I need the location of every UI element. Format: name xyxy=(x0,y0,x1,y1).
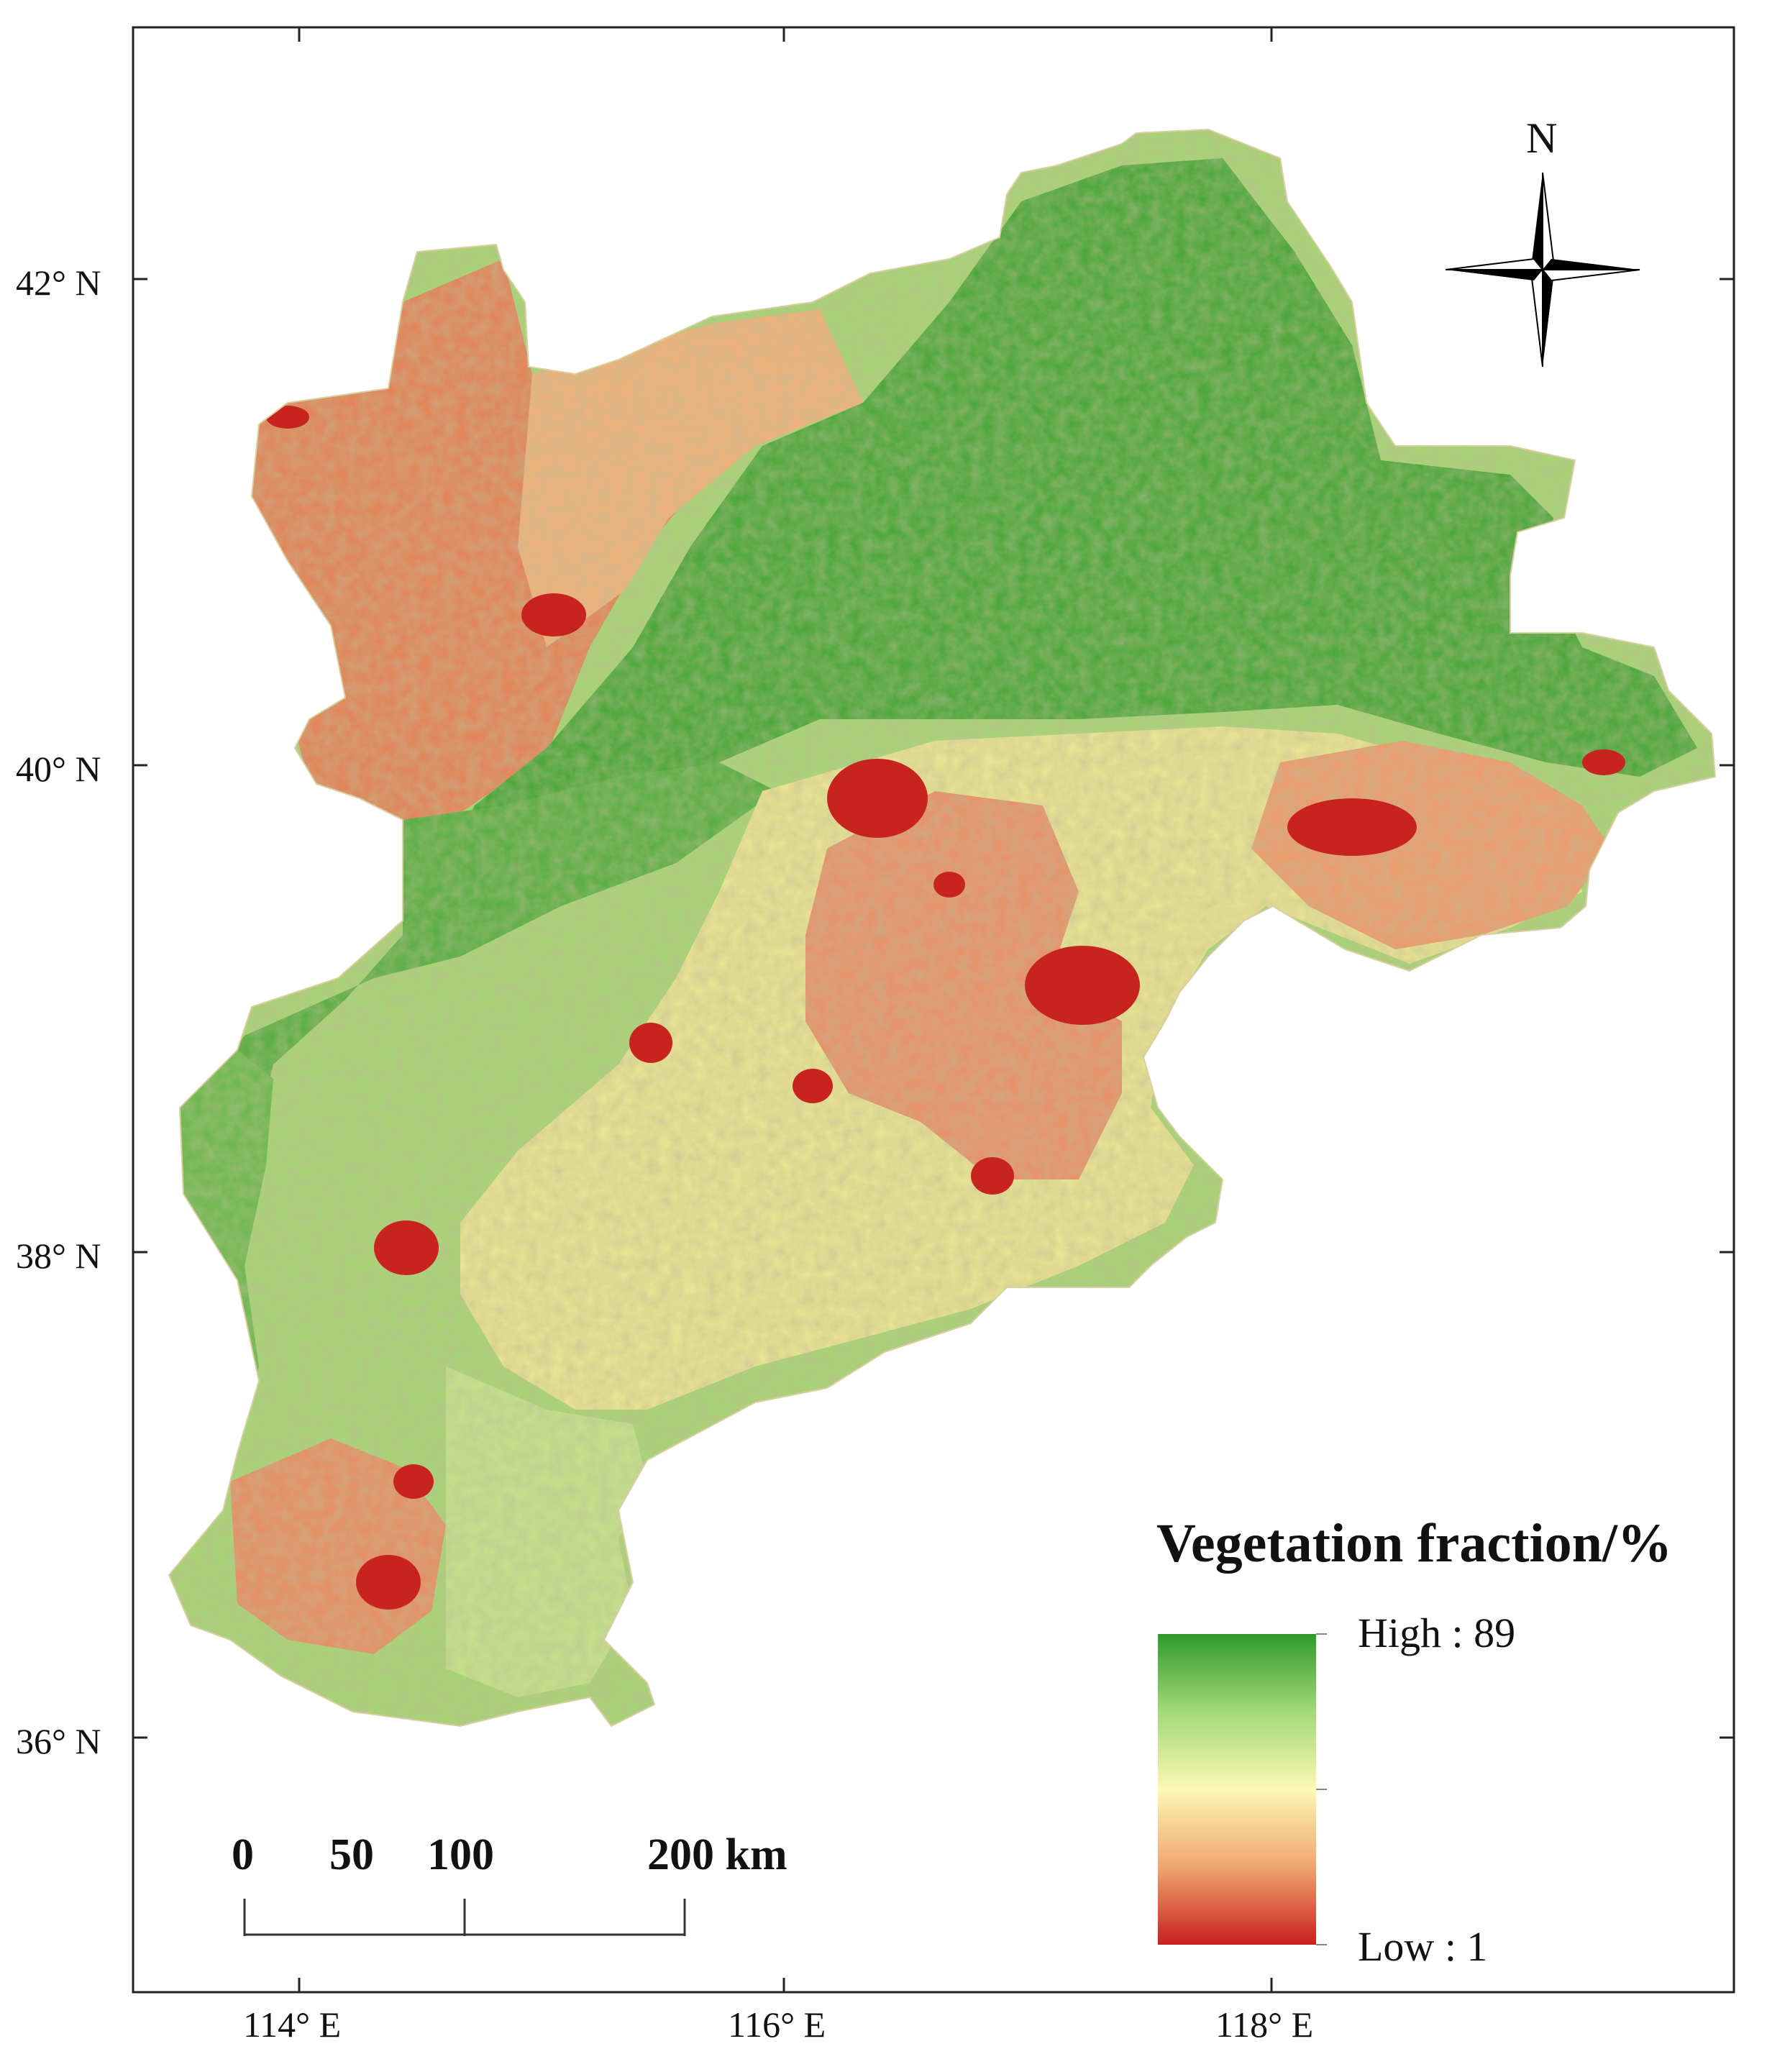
urban-area-tianjin xyxy=(1025,946,1140,1025)
longitude-label-114e: 114° E xyxy=(243,2004,342,2045)
legend-high-label: High : 89 xyxy=(1358,1610,1516,1656)
urban-area-tangshan xyxy=(1287,798,1417,856)
urban-area-handan xyxy=(356,1555,421,1610)
scale-label-0: 0 xyxy=(232,1830,254,1879)
scale-label-50: 50 xyxy=(329,1830,374,1879)
region-outline xyxy=(168,128,1717,1728)
urban-areas xyxy=(266,406,1625,1610)
urban-area-cangzhou xyxy=(971,1157,1014,1195)
latitude-label-42n: 42° N xyxy=(16,263,101,303)
urban-area-beijing xyxy=(827,759,928,838)
urban-area-qinhuangdao xyxy=(1582,749,1625,775)
scale-bar xyxy=(243,1899,686,1936)
latitude-ticks xyxy=(133,278,1734,1739)
legend-low-label: Low : 1 xyxy=(1358,1923,1488,1970)
latitude-label-40n: 40° N xyxy=(16,749,101,789)
legend-title: Vegetation fraction/% xyxy=(1156,1513,1672,1574)
urban-area-xingtai xyxy=(393,1464,434,1499)
north-arrow-label: N xyxy=(1526,114,1558,162)
legend-color-ramp xyxy=(1158,1634,1316,1945)
longitude-label-118e: 118° E xyxy=(1215,2004,1314,2045)
longitude-ticks xyxy=(298,27,1273,1992)
longitude-label-116e: 116° E xyxy=(728,2004,826,2045)
urban-area-baoding xyxy=(629,1023,672,1063)
scale-label-200km: 200 km xyxy=(647,1830,787,1879)
urban-area-zhangjiakou xyxy=(521,593,586,636)
urban-area-shijiazhuang xyxy=(374,1220,439,1275)
latitude-label-38n: 38° N xyxy=(16,1236,101,1276)
urban-area-langfang xyxy=(933,872,965,898)
latitude-label-36n: 36° N xyxy=(16,1721,101,1761)
north-arrow-icon xyxy=(1445,172,1640,368)
scale-label-100: 100 xyxy=(427,1830,494,1879)
urban-area-hengshui xyxy=(793,1069,833,1103)
